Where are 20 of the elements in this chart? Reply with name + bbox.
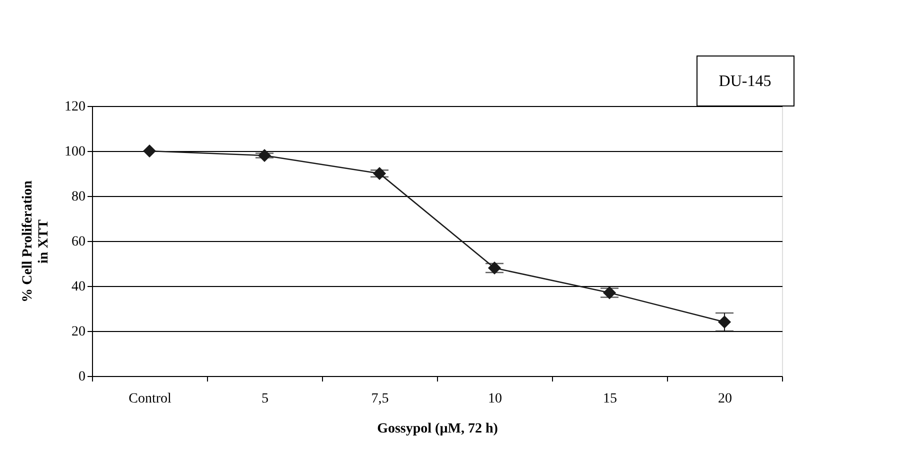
y-tick-label: 100 — [64, 144, 86, 160]
point — [718, 315, 732, 329]
point — [142, 144, 156, 158]
x-tick-label: Control — [128, 392, 172, 406]
y-axis-title: % Cell Proliferation in XTT — [20, 180, 52, 302]
point — [258, 148, 272, 162]
x-tick-label: 7,5 — [371, 392, 389, 406]
y-tick-label: 20 — [72, 324, 86, 340]
x-axis-title: Gossypol (µM, 72 h) — [377, 422, 498, 436]
x-tick-label: 10 — [488, 392, 502, 406]
x-tick-label: 5 — [262, 392, 268, 406]
text: DU-145 — [718, 73, 772, 90]
y-tick-label: 40 — [72, 280, 86, 294]
y-tick-label: 120 — [64, 100, 86, 114]
y-tick-label: 60 — [72, 234, 86, 250]
x-tick-label: 20 — [718, 392, 732, 406]
x-tick-label: 15 — [603, 392, 617, 406]
y-tick-label: 80 — [72, 190, 86, 204]
y-tick-label: 0 — [78, 370, 86, 384]
point — [372, 166, 386, 180]
